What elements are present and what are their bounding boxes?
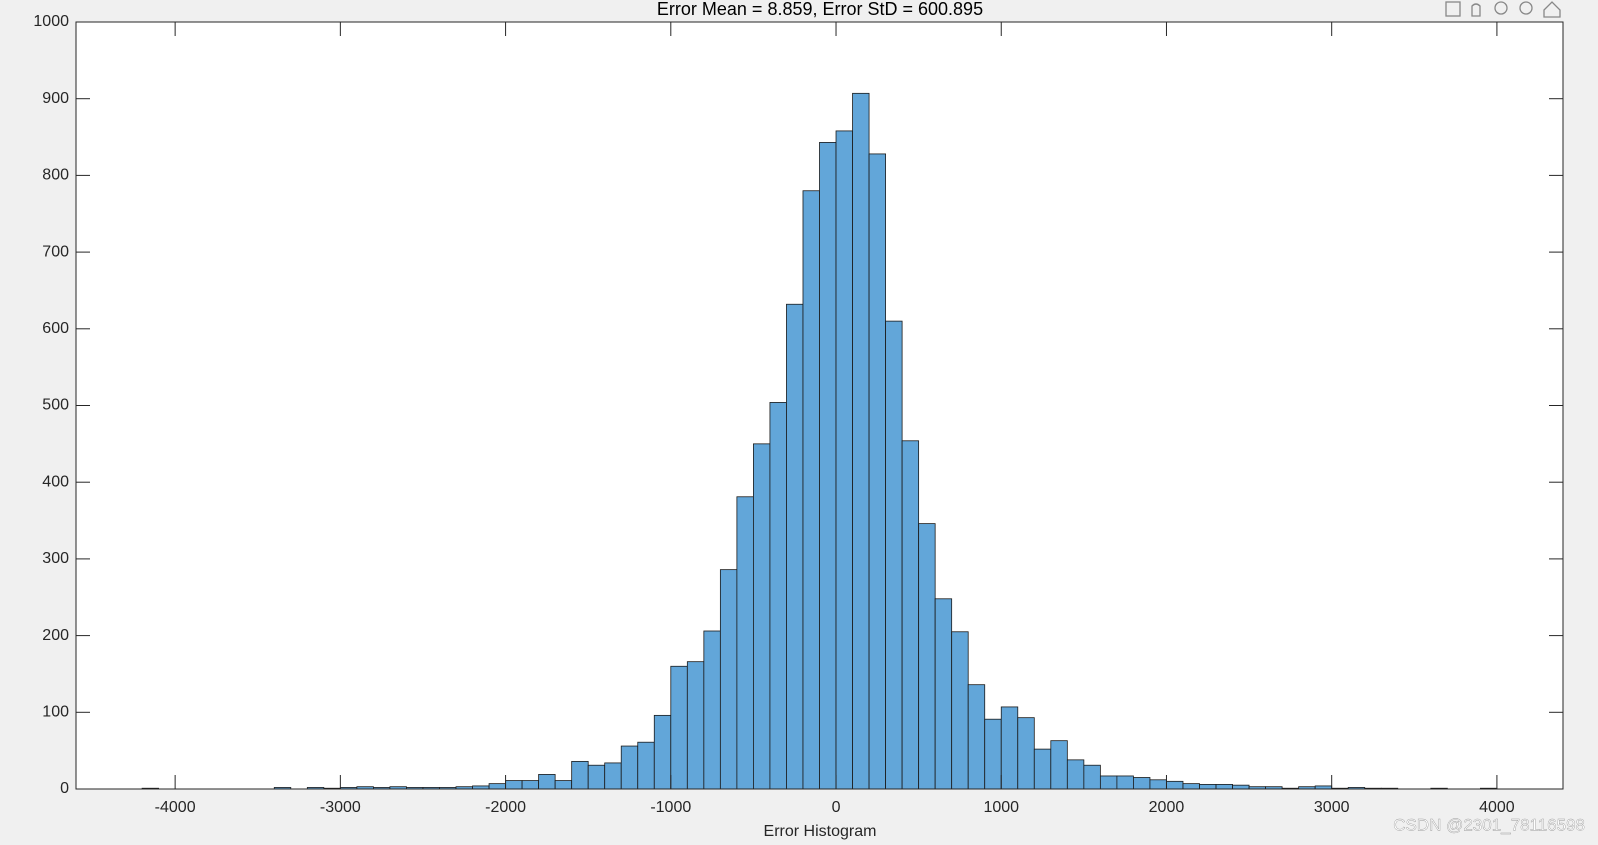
bar: [1050, 740, 1068, 790]
y-tick-label: 900: [42, 90, 69, 107]
bar: [1033, 748, 1052, 790]
bar: [1133, 777, 1151, 790]
y-tick-label: 300: [42, 550, 69, 567]
toolbar-icon[interactable]: [1494, 1, 1508, 15]
x-tick-label: -1000: [650, 799, 691, 816]
bar: [802, 190, 820, 790]
bar: [967, 684, 986, 790]
bar: [604, 762, 622, 790]
bar: [951, 631, 969, 790]
bar: [918, 523, 936, 790]
toolbar-icon[interactable]: [1543, 1, 1561, 18]
bar: [736, 496, 754, 790]
watermark: CSDN @2301_78116598: [1393, 815, 1585, 834]
toolbar-icon[interactable]: [1519, 1, 1533, 15]
bar: [1166, 780, 1184, 790]
bar: [653, 714, 672, 790]
x-tick-label: -3000: [320, 799, 361, 816]
x-tick-label: 4000: [1479, 799, 1515, 816]
bar: [1017, 717, 1035, 790]
bar: [703, 630, 721, 790]
x-tick-label: 2000: [1149, 799, 1185, 816]
bar: [620, 745, 639, 790]
bar: [786, 303, 804, 790]
bar: [587, 764, 606, 790]
toolbar-icon[interactable]: [1445, 1, 1461, 17]
bar: [1199, 783, 1217, 790]
y-tick-label: 800: [42, 167, 69, 184]
x-tick-label: 3000: [1314, 799, 1350, 816]
bar: [885, 320, 903, 790]
bar: [868, 153, 886, 790]
bar: [521, 780, 540, 790]
bar: [670, 665, 688, 790]
bar: [852, 92, 870, 790]
x-tick-label: 0: [832, 799, 841, 816]
bar: [934, 598, 953, 790]
bar: [819, 142, 837, 790]
bar: [753, 443, 771, 790]
y-tick-label: 0: [60, 780, 69, 797]
bar: [1116, 775, 1134, 790]
x-axis-label: Error Histogram: [764, 823, 877, 840]
y-tick-label: 500: [42, 397, 69, 414]
bar: [1232, 784, 1250, 790]
bar: [1149, 779, 1167, 790]
bar: [984, 718, 1002, 790]
bar: [538, 774, 556, 790]
bar: [901, 440, 920, 790]
y-tick-label: 600: [42, 320, 69, 337]
x-tick-label: -4000: [155, 799, 196, 816]
x-tick-label: -2000: [485, 799, 526, 816]
bar: [571, 760, 589, 790]
y-tick-label: 400: [42, 473, 69, 490]
bar: [505, 780, 523, 790]
bar: [554, 780, 573, 790]
bar: [488, 783, 506, 790]
bar: [686, 661, 705, 790]
y-tick-label: 1000: [33, 13, 69, 30]
x-tick-label: 1000: [983, 799, 1019, 816]
bar: [769, 402, 787, 790]
y-tick-label: 200: [42, 627, 69, 644]
bar: [1215, 783, 1233, 790]
bar: [1066, 759, 1085, 790]
y-tick-label: 700: [42, 243, 69, 260]
bar: [1083, 764, 1101, 790]
toolbar-icon[interactable]: [1471, 3, 1481, 17]
chart-title: Error Mean = 8.859, Error StD = 600.895: [657, 0, 983, 19]
y-tick-label: 100: [42, 704, 69, 721]
bar: [1182, 783, 1200, 790]
toolbar: [1445, 1, 1561, 18]
bar: [637, 741, 655, 790]
bar: [835, 130, 853, 790]
bar: [1000, 706, 1019, 790]
bar: [1099, 775, 1118, 790]
bar: [719, 569, 738, 790]
